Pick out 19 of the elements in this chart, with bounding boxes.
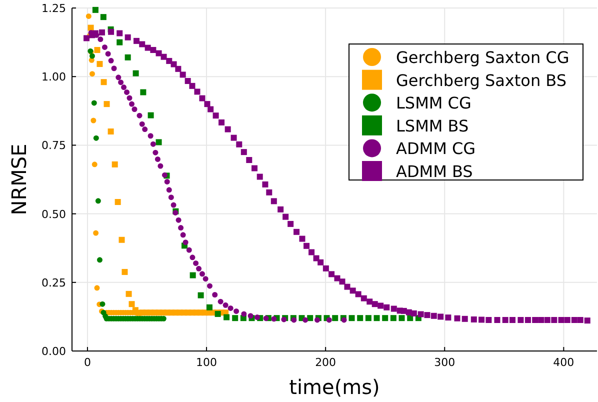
x-tick-label: 0 — [84, 356, 91, 369]
x-axis-title: time(ms) — [289, 375, 380, 399]
legend-label: LSMM BS — [396, 116, 469, 136]
legend-label: Gerchberg Saxton CG — [396, 48, 570, 67]
y-tick-label: 0.75 — [42, 139, 66, 152]
y-tick-label: 1.00 — [42, 70, 66, 84]
y-tick-label: 0.00 — [42, 345, 66, 358]
y-tick-label: 1.25 — [42, 2, 66, 15]
legend-label: ADMM BS — [396, 162, 473, 181]
y-axis-title: NRMSE — [7, 144, 31, 216]
y-tick-label: 0.50 — [42, 208, 66, 221]
legend-label: Gerchberg Saxton BS — [396, 70, 567, 90]
x-tick-label: 300 — [434, 356, 456, 369]
legend-label: ADMM CG — [396, 139, 476, 158]
x-tick-label: 200 — [315, 356, 336, 369]
y-tick-label: 0.25 — [42, 276, 66, 290]
legend-label: LSMM CG — [396, 94, 472, 113]
x-tick-label: 400 — [553, 356, 574, 369]
x-tick-label: 100 — [196, 356, 218, 369]
